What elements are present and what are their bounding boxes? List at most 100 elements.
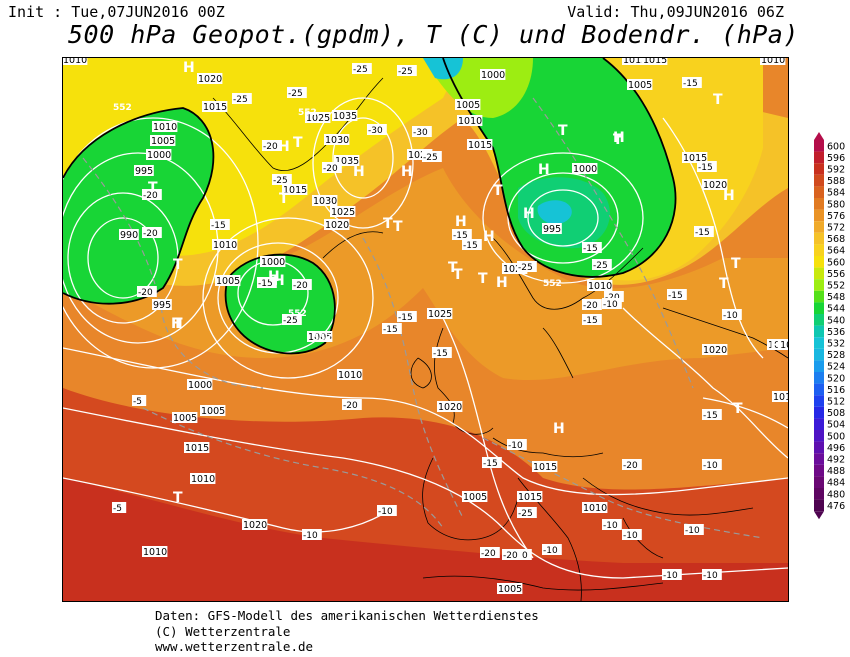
temperature-label-box bbox=[142, 227, 162, 238]
pressure-label: 1015 bbox=[773, 392, 788, 403]
legend-value: 576 bbox=[827, 211, 845, 222]
legend-value: 572 bbox=[827, 223, 845, 234]
pressure-label: 1010 bbox=[213, 240, 237, 251]
pressure-label-box bbox=[146, 149, 172, 160]
low-pressure-marker: T bbox=[393, 219, 403, 235]
pressure-label-box bbox=[215, 275, 241, 286]
temperature-label-box bbox=[112, 502, 127, 513]
pressure-label: 1025 bbox=[306, 113, 330, 124]
legend-swatch bbox=[814, 186, 824, 198]
pressure-label-box bbox=[324, 134, 350, 145]
pressure-label-box bbox=[760, 58, 786, 65]
legend-swatch bbox=[814, 488, 824, 500]
temperature-label: -25 bbox=[283, 316, 298, 326]
temperature-label-box bbox=[452, 229, 472, 240]
high-pressure-marker: H bbox=[723, 188, 735, 204]
pressure-label: 1010 bbox=[458, 116, 482, 127]
temperature-label: -20 bbox=[293, 281, 308, 291]
high-pressure-marker: H bbox=[496, 275, 508, 291]
temperature-label: -20 bbox=[481, 549, 496, 559]
temperature-label-box bbox=[292, 279, 312, 290]
temperature-label-box bbox=[667, 289, 687, 300]
legend-value: 528 bbox=[827, 350, 845, 361]
legend-swatch bbox=[814, 209, 824, 222]
legend-value: 540 bbox=[827, 315, 845, 326]
temperature-label-box bbox=[592, 259, 612, 270]
low-pressure-marker: T bbox=[279, 191, 289, 207]
legend-value: 544 bbox=[827, 304, 845, 315]
legend-value: 492 bbox=[827, 455, 845, 466]
pressure-label: 1000 bbox=[481, 70, 505, 81]
pressure-label-box bbox=[142, 546, 168, 557]
temperature-label: -5 bbox=[113, 504, 122, 514]
legend-value: 480 bbox=[827, 489, 845, 500]
legend-swatch bbox=[814, 151, 824, 164]
pressure-label: 1010 bbox=[588, 281, 612, 292]
pressure-label: 1015 bbox=[533, 462, 557, 473]
legend-bottom-arrow bbox=[814, 511, 824, 520]
pressure-label: 1015 bbox=[623, 58, 647, 66]
temperature-label-box bbox=[722, 309, 742, 320]
temperature-label-box bbox=[604, 291, 624, 302]
gpdm-label: 552 bbox=[313, 333, 332, 343]
pressure-label-box bbox=[152, 121, 178, 132]
pressure-label: 1020 bbox=[438, 402, 462, 413]
temperature-label-box bbox=[382, 323, 402, 334]
temperature-label-box bbox=[377, 505, 397, 516]
legend-swatch bbox=[814, 244, 824, 256]
page-title: 500 hPa Geopot.(gpdm), T (C) und Bodendr… bbox=[68, 20, 799, 49]
temperature-label-box bbox=[422, 151, 442, 162]
footer-link[interactable]: www.wetterzentrale.de bbox=[155, 639, 314, 654]
legend-value: 512 bbox=[827, 397, 845, 408]
pressure-label-box bbox=[502, 263, 528, 274]
legend-swatch bbox=[814, 464, 824, 477]
legend-value: 532 bbox=[827, 339, 845, 350]
temperature-label: -15 bbox=[583, 316, 598, 326]
legend-value: 508 bbox=[827, 408, 845, 419]
temperature-label: -20 bbox=[143, 229, 158, 239]
pressure-label-box bbox=[197, 73, 223, 84]
pressure-label: 1005 bbox=[201, 406, 225, 417]
pressure-label: 1010 bbox=[583, 503, 607, 514]
pressure-label: 1035 bbox=[335, 156, 359, 167]
temperature-label: -15 bbox=[695, 228, 710, 238]
isobars bbox=[63, 97, 788, 579]
low-pressure-marker: T bbox=[719, 276, 729, 292]
pressure-label: 1005 bbox=[463, 492, 487, 503]
low-core-scandinavia bbox=[537, 200, 572, 225]
pressure-label: 1000 bbox=[261, 257, 285, 268]
low-pressure-marker: T bbox=[148, 180, 158, 196]
temperature-label: -25 bbox=[398, 67, 413, 77]
cyan-north bbox=[423, 58, 463, 80]
legend-swatch bbox=[814, 279, 824, 291]
legend-value: 564 bbox=[827, 246, 845, 257]
temperature-label-box bbox=[697, 161, 717, 172]
pressure-label-box bbox=[334, 155, 360, 166]
high-pressure-marker: H bbox=[553, 421, 565, 437]
pressure-label: 1015 bbox=[468, 140, 492, 151]
temperature-label: -15 bbox=[463, 241, 478, 251]
pressure-label: 1015 bbox=[683, 153, 707, 164]
temperature-label-box bbox=[602, 298, 622, 309]
temperature-label-box bbox=[542, 544, 562, 555]
temperature-label-box bbox=[232, 93, 252, 104]
temperature-label: -20 bbox=[623, 461, 638, 471]
legend-swatch bbox=[814, 256, 824, 268]
high-pressure-marker: H bbox=[183, 60, 195, 76]
temperature-label: -20 bbox=[583, 301, 598, 311]
temperature-label-box bbox=[682, 77, 702, 88]
temperature-label-box bbox=[512, 549, 532, 560]
legend-swatch bbox=[814, 232, 824, 245]
temperature-label-box bbox=[322, 162, 342, 173]
pressure-label-box bbox=[427, 308, 453, 319]
pressure-label-box bbox=[702, 344, 728, 355]
pressure-label-box bbox=[134, 165, 154, 176]
pressure-label-box bbox=[305, 112, 331, 123]
low-green-nw bbox=[63, 108, 214, 304]
low-pressure-marker: T bbox=[173, 257, 183, 273]
legend-swatch bbox=[814, 406, 824, 419]
pressure-label-box bbox=[312, 195, 338, 206]
temperature-label: -15 bbox=[483, 459, 498, 469]
temperature-label-box bbox=[210, 219, 230, 230]
pressure-label: 1020 bbox=[703, 345, 727, 356]
